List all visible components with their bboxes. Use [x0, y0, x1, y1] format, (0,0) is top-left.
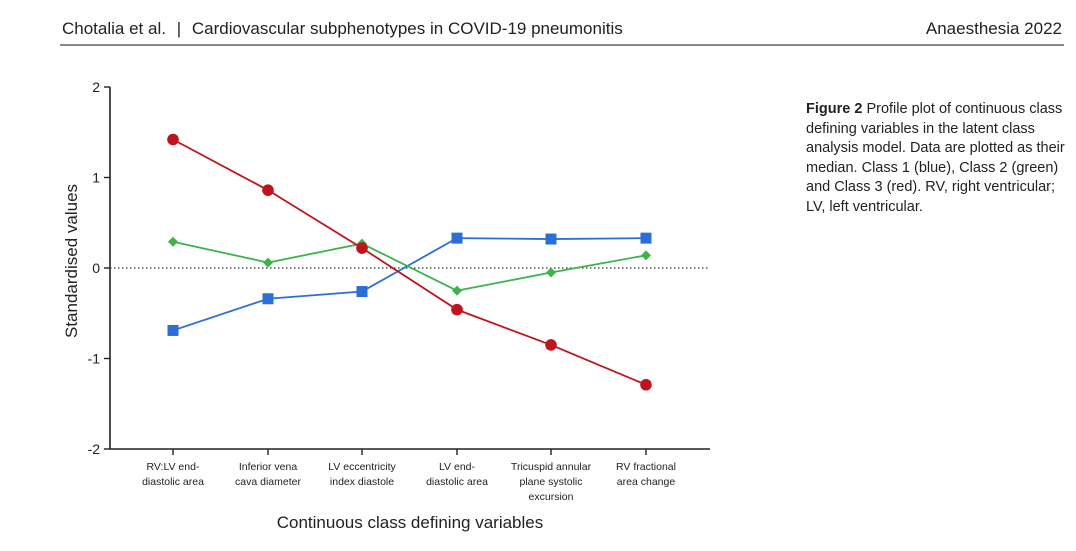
x-tick-label: RV fractional area change	[616, 461, 676, 488]
x-tick-label: Inferior vena cava diameter	[235, 461, 301, 488]
y-tick-label: -2	[88, 441, 101, 457]
data-point-diamond	[168, 236, 178, 247]
data-point-circle	[451, 303, 463, 316]
data-point-diamond	[263, 257, 273, 268]
x-tick-label: LV end-diastolic area	[426, 461, 488, 488]
y-tick-label: 1	[92, 170, 100, 186]
data-point-circle	[167, 133, 179, 146]
data-point-square	[545, 233, 557, 245]
y-tick-label: -1	[88, 351, 101, 367]
data-point-diamond	[641, 250, 651, 261]
data-point-square	[262, 293, 274, 305]
header-article-title: Cardiovascular subphenotypes in COVID-19…	[191, 19, 623, 38]
header-authors: Chotalia et al.	[62, 19, 166, 38]
data-point-diamond	[546, 267, 556, 278]
caption-text: Profile plot of continuous class definin…	[806, 101, 1065, 215]
data-point-diamond	[452, 285, 462, 296]
x-tick-label: Tricuspid annular plane systolic excursion	[511, 461, 592, 503]
header-divider	[60, 44, 1064, 46]
series-line-class-3	[172, 138, 647, 386]
header-separator: |	[176, 19, 182, 38]
y-axis-label: Standardised values	[62, 184, 81, 338]
y-tick-label: 2	[92, 79, 100, 95]
data-point-circle	[262, 184, 274, 196]
x-tick-label: LV eccentricity index diastole	[328, 461, 396, 488]
data-point-circle	[356, 242, 368, 254]
data-point-circle	[545, 339, 557, 351]
data-point-square	[640, 232, 652, 244]
data-point-square	[451, 232, 463, 244]
y-tick-label: 0	[92, 260, 100, 276]
series-line-class-2	[172, 240, 647, 292]
profile-plot: 2 1 0 -1 -2 RV:LV end-diastolic area Inferior …	[62, 79, 710, 532]
data-point-square	[356, 286, 368, 298]
x-tick-label: RV:LV end-diastolic area	[142, 461, 204, 488]
x-axis-label: Continuous class defining variables	[277, 513, 544, 532]
caption-label: Figure 2	[806, 101, 863, 117]
running-header: Chotalia et al. | Cardiovascular subphen…	[62, 19, 623, 39]
data-point-square	[167, 324, 179, 336]
figure-caption: Figure 2 Profile plot of continuous clas…	[806, 100, 1068, 217]
header-journal: Anaesthesia 2022	[925, 19, 1062, 38]
series-line-class-1	[172, 237, 647, 332]
data-point-circle	[640, 378, 652, 391]
